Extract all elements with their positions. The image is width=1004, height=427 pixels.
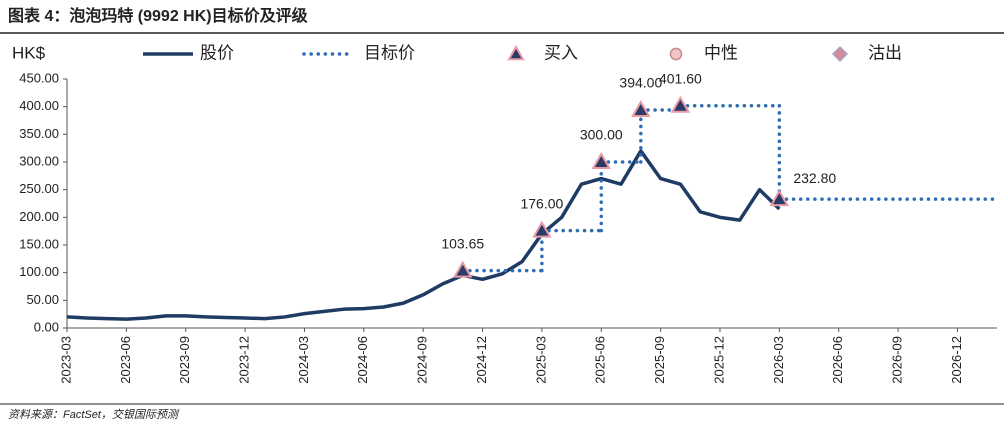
x-tick-label: 2024-12	[474, 336, 489, 384]
price-line	[66, 149, 781, 321]
value-label: 401.60	[659, 70, 702, 86]
chart-title: 图表 4：泡泡玛特 (9992 HK)目标价及评级	[8, 6, 309, 25]
x-tick-label: 2026-03	[771, 336, 786, 384]
rating-marker	[769, 189, 790, 207]
x-tick-label: 2023-06	[118, 336, 133, 384]
x-tick-label: 2023-12	[237, 336, 252, 384]
legend-label: 股价	[200, 43, 234, 62]
value-label: 176.00	[520, 195, 563, 211]
x-tick-label: 2023-09	[177, 336, 192, 384]
value-label: 103.65	[441, 235, 484, 251]
x-tick-label: 2025-09	[652, 336, 667, 384]
source: 资料来源：FactSet，交银国际预测	[8, 408, 180, 421]
x-tick-label: 2026-09	[890, 336, 905, 384]
y-tick-label: 0.00	[34, 319, 59, 334]
rating-marker	[669, 47, 683, 61]
x-tick-label: 2024-09	[415, 336, 430, 384]
legend-label: 买入	[544, 43, 578, 62]
y-tick-label: 100.00	[19, 264, 59, 279]
value-label: 300.00	[580, 127, 623, 143]
y-unit: HK$	[12, 43, 46, 62]
rating-marker	[831, 45, 849, 63]
x-tick-label: 2025-03	[533, 336, 548, 384]
value-label: 394.00	[619, 75, 662, 91]
rating-marker	[670, 95, 691, 113]
legend-label: 沽出	[868, 43, 902, 62]
y-tick-label: 350.00	[19, 126, 59, 141]
x-tick-label: 2026-12	[949, 336, 964, 384]
x-tick-label: 2026-06	[830, 336, 845, 384]
y-tick-label: 400.00	[19, 98, 59, 113]
y-tick-label: 250.00	[19, 181, 59, 196]
legend-label: 中性	[704, 43, 738, 62]
y-tick-label: 150.00	[19, 236, 59, 251]
rating-marker	[453, 260, 473, 278]
rating-marker	[532, 220, 552, 238]
y-tick-label: 450.00	[19, 70, 59, 85]
y-tick-label: 50.00	[26, 292, 59, 307]
y-tick-label: 300.00	[19, 153, 59, 168]
rating-marker	[507, 44, 525, 61]
x-tick-label: 2024-06	[355, 336, 370, 384]
value-label: 232.80	[793, 170, 836, 186]
x-tick-label: 2025-06	[593, 336, 608, 384]
x-tick-label: 2024-03	[296, 336, 311, 384]
legend-label: 目标价	[364, 43, 415, 62]
rating-marker	[591, 151, 611, 169]
rating-marker	[631, 99, 651, 117]
y-tick-label: 200.00	[19, 209, 59, 224]
x-tick-label: 2023-03	[58, 336, 73, 384]
x-tick-label: 2025-12	[711, 336, 726, 384]
